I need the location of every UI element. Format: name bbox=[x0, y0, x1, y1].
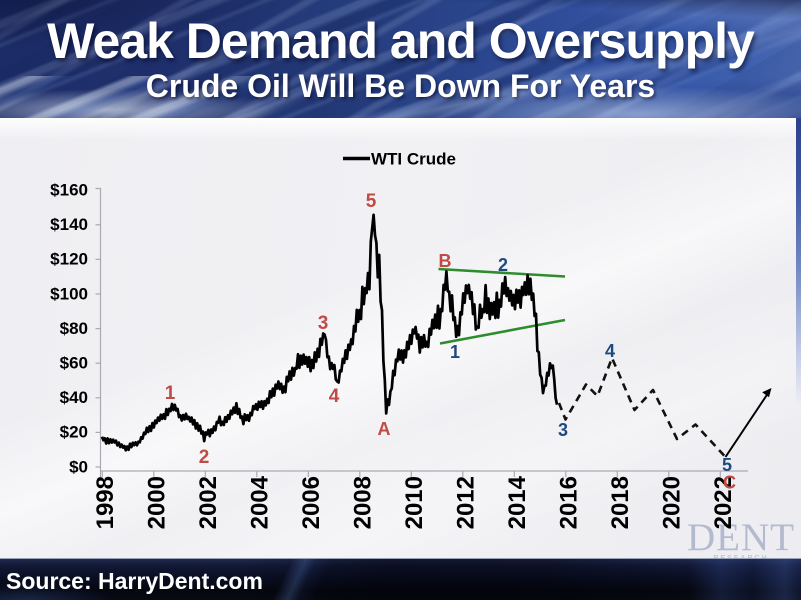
svg-text:2000: 2000 bbox=[143, 476, 170, 529]
svg-text:WTI Crude: WTI Crude bbox=[371, 150, 456, 169]
svg-text:4: 4 bbox=[605, 341, 615, 361]
svg-text:2008: 2008 bbox=[349, 476, 376, 529]
svg-text:3: 3 bbox=[558, 420, 568, 440]
svg-text:B: B bbox=[439, 251, 452, 271]
svg-text:$40: $40 bbox=[60, 388, 88, 407]
svg-text:2022: 2022 bbox=[710, 476, 737, 529]
svg-text:3: 3 bbox=[318, 313, 329, 334]
svg-text:C: C bbox=[723, 473, 736, 493]
svg-text:2: 2 bbox=[199, 447, 210, 468]
svg-text:2006: 2006 bbox=[298, 476, 325, 529]
svg-text:$80: $80 bbox=[60, 319, 88, 338]
svg-text:2020: 2020 bbox=[658, 476, 685, 529]
svg-text:$20: $20 bbox=[60, 423, 88, 442]
svg-text:1998: 1998 bbox=[92, 476, 119, 529]
svg-text:2002: 2002 bbox=[195, 476, 222, 529]
svg-text:5: 5 bbox=[722, 455, 732, 475]
svg-text:$160: $160 bbox=[50, 181, 88, 200]
svg-text:2012: 2012 bbox=[452, 476, 479, 529]
svg-text:2004: 2004 bbox=[246, 475, 273, 529]
svg-text:$100: $100 bbox=[50, 284, 88, 303]
svg-text:2016: 2016 bbox=[555, 476, 582, 529]
svg-text:4: 4 bbox=[329, 386, 340, 407]
svg-text:$0: $0 bbox=[69, 457, 88, 476]
svg-text:2014: 2014 bbox=[504, 475, 531, 529]
svg-text:A: A bbox=[378, 419, 391, 439]
svg-text:$140: $140 bbox=[50, 215, 88, 234]
svg-text:$60: $60 bbox=[60, 354, 88, 373]
svg-text:1: 1 bbox=[450, 342, 460, 362]
svg-text:2: 2 bbox=[498, 255, 508, 275]
svg-text:2018: 2018 bbox=[607, 476, 634, 529]
svg-text:5: 5 bbox=[366, 191, 377, 212]
svg-text:1: 1 bbox=[165, 383, 176, 404]
svg-text:2010: 2010 bbox=[401, 476, 428, 529]
svg-text:$120: $120 bbox=[50, 250, 88, 269]
